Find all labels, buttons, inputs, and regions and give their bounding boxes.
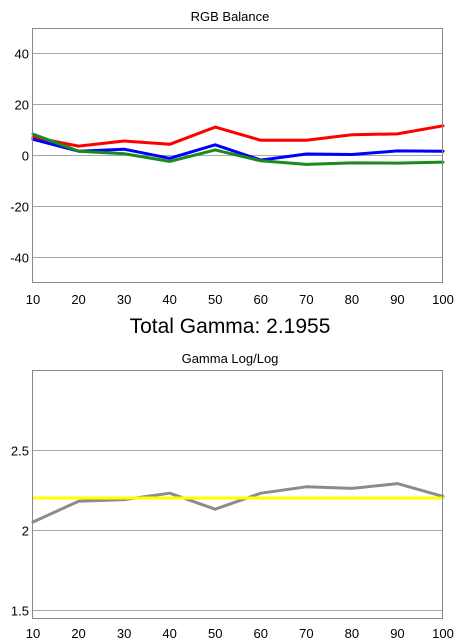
rgb-balance-x-tick-label: 80	[345, 292, 359, 307]
rgb-balance-x-tick-label: 20	[71, 292, 85, 307]
rgb-balance-chart: RGB Balance 40 20 0 -20 -40 10 20 30 40 50 60 70 80…	[10, 9, 454, 307]
rgb-balance-series-line-2	[31, 137, 445, 162]
rgb-balance-y-tick-label: -40	[10, 251, 29, 266]
rgb-balance-x-tick-label: 90	[390, 292, 404, 307]
gamma-x-tick-label: 10	[26, 626, 40, 641]
rgb-balance-x-tick-label: 40	[162, 292, 176, 307]
rgb-balance-y-tick-label: -20	[10, 200, 29, 215]
rgb-balance-y-tick-label: 20	[15, 98, 29, 113]
rgb-balance-title: RGB Balance	[191, 9, 270, 24]
rgb-balance-series-line-3	[31, 132, 445, 166]
rgb-balance-plot-frame	[32, 28, 443, 283]
gamma-x-tick-label: 20	[71, 626, 85, 641]
gamma-plot-frame	[32, 370, 443, 619]
rgb-balance-y-axis: 40 20 0 -20 -40	[10, 47, 29, 266]
rgb-balance-x-tick-label: 30	[117, 292, 131, 307]
rgb-balance-series-line-1	[31, 124, 445, 148]
rgb-balance-y-tick-label: 40	[15, 47, 29, 62]
gamma-y-tick-label: 2	[22, 524, 29, 539]
rgb-balance-series	[31, 124, 445, 166]
gamma-x-tick-label: 40	[162, 626, 176, 641]
rgb-balance-x-tick-label: 100	[432, 292, 454, 307]
total-gamma-label: Total Gamma: 2.1955	[130, 315, 331, 338]
gamma-x-tick-label: 80	[345, 626, 359, 641]
rgb-balance-x-tick-label: 70	[299, 292, 313, 307]
rgb-balance-x-axis: 10 20 30 40 50 60 70 80 90 100	[26, 292, 454, 307]
gamma-series-line-1	[31, 482, 445, 524]
gamma-y-axis: 2.5 2 1.5	[11, 444, 29, 619]
gamma-gridlines	[33, 450, 443, 611]
rgb-balance-x-tick-label: 60	[254, 292, 268, 307]
gamma-x-tick-label: 90	[390, 626, 404, 641]
gamma-x-tick-label: 100	[432, 626, 454, 641]
gamma-x-axis: 10 20 30 40 50 60 70 80 90 100	[26, 626, 454, 641]
rgb-balance-y-tick-label: 0	[22, 149, 29, 164]
gamma-y-tick-label: 1.5	[11, 604, 29, 619]
gamma-log-log-title: Gamma Log/Log	[182, 351, 279, 366]
gamma-x-tick-label: 30	[117, 626, 131, 641]
gamma-x-tick-label: 50	[208, 626, 222, 641]
gamma-log-log-chart: Gamma Log/Log 2.5 2 1.5 10 20 30 40 50 60 70 80 90…	[11, 351, 454, 641]
gamma-x-tick-label: 70	[299, 626, 313, 641]
gamma-x-tick-label: 60	[254, 626, 268, 641]
rgb-balance-x-tick-label: 10	[26, 292, 40, 307]
rgb-balance-x-tick-label: 50	[208, 292, 222, 307]
gamma-series	[31, 482, 445, 524]
gamma-y-tick-label: 2.5	[11, 444, 29, 459]
